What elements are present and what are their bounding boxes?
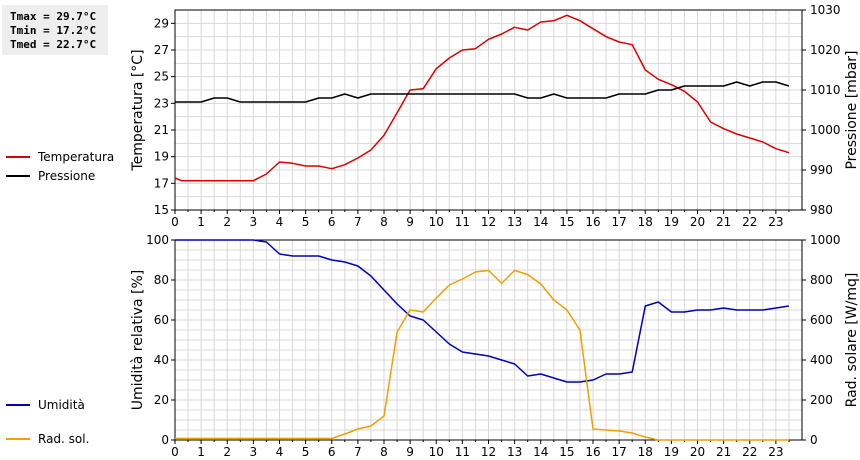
y2-tick-label: 1030 bbox=[810, 3, 841, 17]
y-tick-label: 23 bbox=[154, 96, 169, 110]
x-tick-label: 17 bbox=[611, 445, 626, 459]
series-line-temperatura bbox=[174, 14, 790, 182]
stat-tmed: Tmed = 22.7°C bbox=[10, 38, 97, 51]
x-tick-label: 10 bbox=[429, 215, 444, 229]
y2-axis-title: Rad. solare [W/mq] bbox=[844, 273, 860, 408]
x-tick-label: 1 bbox=[197, 445, 205, 459]
x-tick-label: 23 bbox=[768, 445, 783, 459]
x-tick-label: 6 bbox=[328, 215, 336, 229]
x-tick-label: 13 bbox=[507, 445, 522, 459]
y2-tick-label: 600 bbox=[810, 313, 833, 327]
y-tick-label: 40 bbox=[154, 353, 169, 367]
legend-label: Pressione bbox=[38, 169, 95, 183]
y-tick-label: 60 bbox=[154, 313, 169, 327]
y-tick-label: 21 bbox=[154, 123, 169, 137]
y-tick-label: 0 bbox=[161, 433, 169, 447]
x-tick-label: 12 bbox=[481, 445, 496, 459]
y2-tick-label: 1010 bbox=[810, 83, 841, 97]
x-tick-label: 19 bbox=[664, 445, 679, 459]
x-tick-label: 10 bbox=[429, 445, 444, 459]
y-tick-label: 100 bbox=[146, 233, 169, 247]
x-tick-label: 12 bbox=[481, 215, 496, 229]
y-tick-label: 17 bbox=[154, 176, 169, 190]
y2-tick-label: 980 bbox=[810, 203, 833, 217]
x-tick-label: 9 bbox=[406, 445, 414, 459]
x-tick-label: 18 bbox=[638, 445, 653, 459]
y2-tick-label: 400 bbox=[810, 353, 833, 367]
y-tick-label: 19 bbox=[154, 150, 169, 164]
x-tick-label: 23 bbox=[768, 215, 783, 229]
x-tick-label: 15 bbox=[559, 215, 574, 229]
y2-tick-label: 1020 bbox=[810, 43, 841, 57]
x-tick-label: 22 bbox=[742, 215, 757, 229]
x-tick-label: 16 bbox=[585, 215, 600, 229]
x-tick-label: 7 bbox=[354, 445, 362, 459]
x-tick-label: 2 bbox=[223, 215, 231, 229]
series-line-umidit- bbox=[175, 239, 790, 383]
x-tick-label: 11 bbox=[455, 215, 470, 229]
y2-tick-label: 1000 bbox=[810, 123, 841, 137]
x-tick-label: 1 bbox=[197, 215, 205, 229]
x-tick-label: 5 bbox=[302, 215, 310, 229]
x-tick-label: 4 bbox=[276, 215, 284, 229]
x-tick-label: 13 bbox=[507, 215, 522, 229]
x-tick-label: 5 bbox=[302, 445, 310, 459]
y2-axis-title: Pressione [mbar] bbox=[844, 50, 860, 169]
x-tick-label: 4 bbox=[276, 445, 284, 459]
x-tick-label: 8 bbox=[380, 215, 388, 229]
x-tick-label: 19 bbox=[664, 215, 679, 229]
x-tick-label: 16 bbox=[585, 445, 600, 459]
x-tick-label: 21 bbox=[716, 445, 731, 459]
x-tick-label: 15 bbox=[559, 445, 574, 459]
y-tick-label: 27 bbox=[154, 43, 169, 57]
x-tick-label: 20 bbox=[690, 215, 705, 229]
y2-tick-label: 200 bbox=[810, 393, 833, 407]
x-tick-label: 9 bbox=[406, 215, 414, 229]
x-tick-label: 3 bbox=[250, 215, 258, 229]
x-tick-label: 8 bbox=[380, 445, 388, 459]
x-tick-label: 6 bbox=[328, 445, 336, 459]
stats-box: Tmax = 29.7°C Tmin = 17.2°C Tmed = 22.7°… bbox=[2, 5, 108, 55]
y2-tick-label: 800 bbox=[810, 273, 833, 287]
legend-label: Umidità bbox=[38, 398, 85, 412]
x-tick-label: 3 bbox=[250, 445, 258, 459]
x-tick-label: 11 bbox=[455, 445, 470, 459]
x-tick-label: 0 bbox=[171, 215, 179, 229]
legend-label: Rad. sol. bbox=[38, 432, 89, 446]
x-tick-label: 14 bbox=[533, 215, 548, 229]
series-line-rad-sol- bbox=[175, 269, 789, 441]
x-tick-label: 0 bbox=[171, 445, 179, 459]
stat-tmin: Tmin = 17.2°C bbox=[10, 24, 97, 37]
y2-tick-label: 0 bbox=[810, 433, 818, 447]
y-tick-label: 80 bbox=[154, 273, 169, 287]
x-tick-label: 18 bbox=[638, 215, 653, 229]
y-tick-label: 29 bbox=[154, 16, 169, 30]
x-tick-label: 22 bbox=[742, 445, 757, 459]
y-axis-title: Umidità relativa [%] bbox=[130, 270, 146, 411]
x-tick-label: 20 bbox=[690, 445, 705, 459]
stat-tmax: Tmax = 29.7°C bbox=[10, 10, 97, 23]
x-tick-label: 2 bbox=[223, 445, 231, 459]
series-line-pressione bbox=[175, 81, 790, 103]
y2-tick-label: 1000 bbox=[810, 233, 841, 247]
y2-tick-label: 990 bbox=[810, 163, 833, 177]
y-tick-label: 15 bbox=[154, 203, 169, 217]
x-tick-label: 21 bbox=[716, 215, 731, 229]
x-tick-label: 14 bbox=[533, 445, 548, 459]
legend-label: Temperatura bbox=[37, 150, 114, 164]
y-tick-label: 25 bbox=[154, 70, 169, 84]
x-tick-label: 17 bbox=[611, 215, 626, 229]
y-tick-label: 20 bbox=[154, 393, 169, 407]
x-tick-label: 7 bbox=[354, 215, 362, 229]
y-axis-title: Temperatura [°C] bbox=[130, 49, 146, 171]
